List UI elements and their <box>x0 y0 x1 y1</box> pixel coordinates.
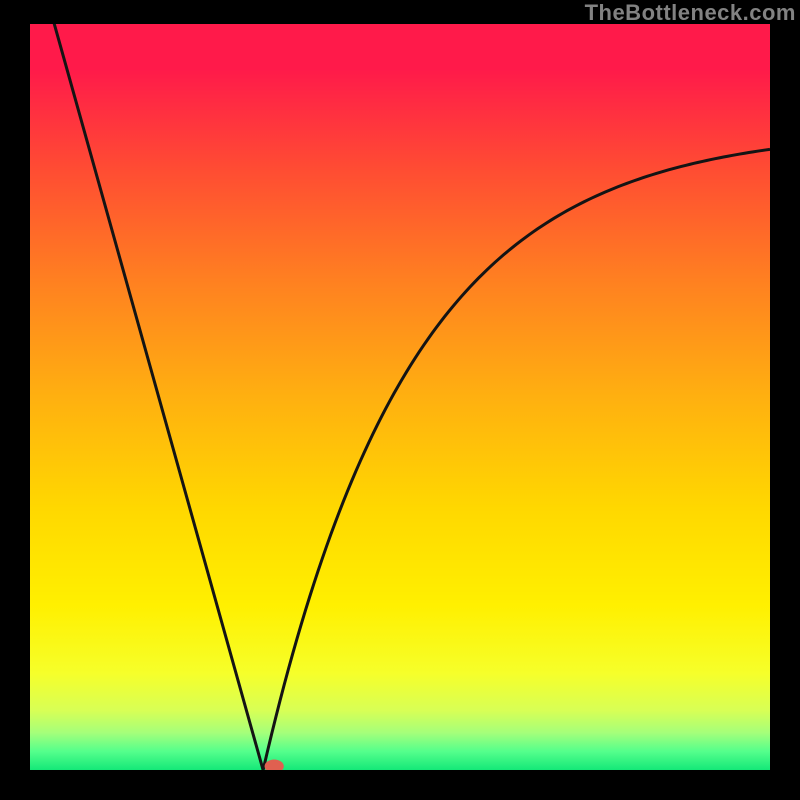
plot-area <box>30 24 770 770</box>
figure-root: TheBottleneck.com <box>0 0 800 800</box>
bottleneck-curve <box>52 24 770 770</box>
watermark-text: TheBottleneck.com <box>585 0 796 26</box>
curve-layer <box>30 24 770 770</box>
optimal-marker <box>265 760 284 770</box>
